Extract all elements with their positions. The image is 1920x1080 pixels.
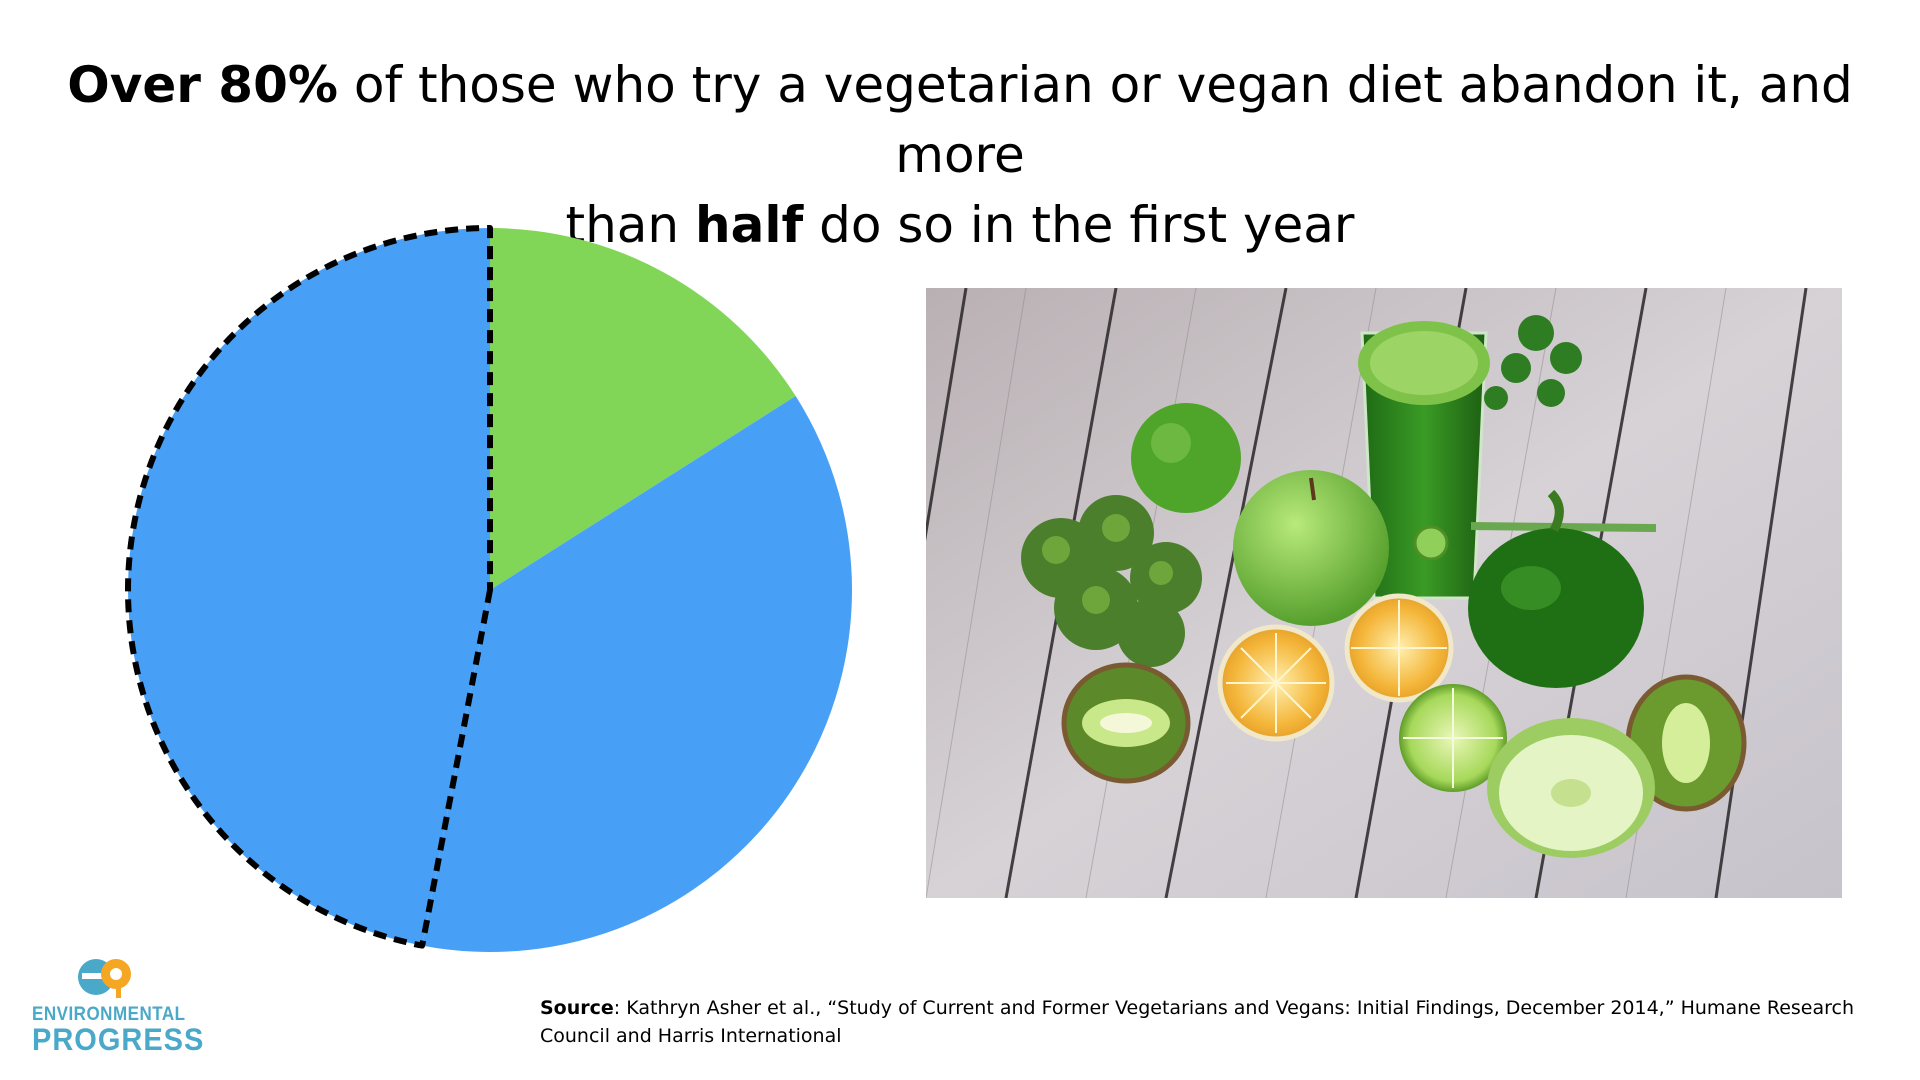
title-line1-text: of those who try a vegetarian or vegan d… bbox=[337, 56, 1853, 184]
title-line2-end: do so in the first year bbox=[803, 196, 1355, 254]
source-text: : Kathryn Asher et al., “Study of Curren… bbox=[540, 997, 1855, 1047]
pie-slice-3 bbox=[127, 228, 490, 946]
source-label: Source bbox=[540, 997, 614, 1019]
vegetables-and-green-smoothie-icon bbox=[926, 288, 1842, 898]
title-highlight-half: half bbox=[695, 196, 804, 254]
logo-text-environmental: ENVIRONMENTAL bbox=[32, 1002, 186, 1025]
environmental-progress-logo: ENVIRONMENTAL PROGRESS bbox=[32, 954, 203, 1058]
logo-text-progress: PROGRESS bbox=[32, 1022, 205, 1058]
pie-slice-1 bbox=[490, 228, 796, 590]
logo-mark-icon bbox=[78, 959, 131, 998]
chart-title: Over 80% of those who try a vegetarian o… bbox=[60, 50, 1860, 260]
title-highlight-percent: Over 80% bbox=[67, 56, 338, 114]
source-citation: Source: Kathryn Asher et al., “Study of … bbox=[540, 994, 1910, 1050]
pie-chart bbox=[125, 225, 853, 953]
vegetables-photo bbox=[926, 288, 1842, 898]
pie-slice-2 bbox=[422, 396, 853, 953]
